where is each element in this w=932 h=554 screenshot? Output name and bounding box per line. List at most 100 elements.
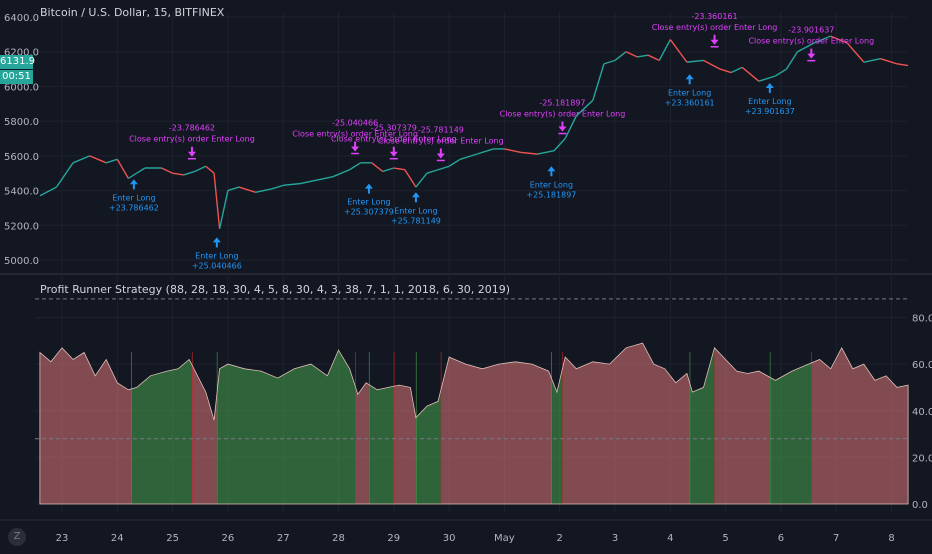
price-segment — [669, 39, 688, 63]
exit-signal[interactable]: -23.360161 Close entry(s) order Enter Lon… — [652, 12, 778, 48]
price-axis-label: 5000.0 — [4, 256, 39, 267]
entry-signal[interactable]: Enter Long+23.786462 — [109, 179, 159, 212]
entry-signal-quantity: +23.786462 — [109, 203, 159, 212]
exit-signal-quantity: -23.360161 — [691, 12, 737, 21]
price-segment — [283, 182, 300, 187]
price-segment — [393, 167, 405, 171]
price-segment — [437, 165, 450, 171]
price-segment — [238, 186, 256, 193]
time-axis-label: 27 — [277, 533, 290, 544]
exit-signal-label: Close entry(s) order Enter Long — [129, 135, 255, 144]
indicator-region-profit — [415, 390, 441, 504]
exit-signal[interactable]: -23.786462 Close entry(s) order Enter Lon… — [129, 124, 255, 160]
price-segment — [830, 35, 848, 44]
price-segment — [785, 51, 799, 70]
exit-signal-label: Close entry(s) order Enter Long — [331, 135, 457, 144]
indicator-title[interactable]: Profit Runner Strategy (88, 28, 18, 30, … — [40, 283, 511, 296]
indicator-line — [39, 342, 909, 505]
price-segment — [758, 75, 776, 82]
time-axis-label: 29 — [387, 533, 400, 544]
price-segment — [625, 51, 638, 58]
time-axis-label: 26 — [222, 533, 235, 544]
price-segment — [404, 169, 417, 188]
exit-signal-quantity: -25.781149 — [418, 125, 464, 134]
indicator-region-profit — [216, 350, 356, 504]
indicator-region-profit — [551, 368, 563, 504]
price-segment — [846, 42, 865, 63]
entry-signal-label: Enter Long — [530, 180, 573, 189]
indicator-region-loss — [393, 385, 416, 504]
exit-signal-label: Close entry(s) order Enter Long — [378, 136, 504, 145]
entry-signal[interactable]: Enter Long+23.360161 — [665, 74, 715, 107]
price-segment — [603, 59, 616, 65]
entry-signal-quantity: +25.307379 — [344, 208, 394, 217]
price-series — [39, 35, 909, 229]
exit-signal[interactable]: -23.901637 Close entry(s) order Enter Lon… — [748, 26, 874, 62]
price-segment — [637, 54, 649, 58]
indicator-axis-label: 60.0 — [912, 360, 932, 371]
price-segment — [774, 68, 787, 77]
price-segment — [459, 153, 477, 160]
exit-signal-label: Close entry(s) order Enter Long — [500, 110, 626, 119]
exit-arrow-head-icon — [389, 151, 398, 157]
exit-signal-quantity: -25.181897 — [539, 99, 585, 108]
price-axis-label: 5200.0 — [4, 221, 39, 232]
price-segment — [218, 190, 229, 229]
price-segment — [72, 155, 90, 164]
price-segment — [741, 66, 760, 82]
price-segment — [813, 35, 831, 44]
entry-signal-label: Enter Long — [748, 97, 791, 106]
price-axis-label: 5600.0 — [4, 152, 39, 163]
price-axis-label: 6200.0 — [4, 48, 39, 59]
price-segment — [371, 162, 384, 173]
last-price-badge: 6131.9 — [0, 55, 35, 69]
entry-signal-quantity: +25.781149 — [391, 216, 441, 225]
entry-signal-quantity: +25.040466 — [192, 261, 242, 270]
exit-signal-label: Close entry(s) order Enter Long — [292, 130, 418, 139]
price-axis-label: 6400.0 — [4, 13, 39, 24]
time-axis-label: 24 — [111, 533, 124, 544]
price-segment — [349, 162, 361, 171]
exit-signal[interactable]: -25.181897 Close entry(s) order Enter Lon… — [500, 99, 626, 135]
price-segment — [426, 169, 439, 174]
entry-arrow-head-icon — [547, 166, 556, 172]
indicator-region-profit — [689, 347, 715, 504]
entry-arrow-head-icon — [212, 237, 221, 243]
entry-signal[interactable]: Enter Long+23.901637 — [745, 82, 795, 116]
entry-arrow-head-icon — [129, 179, 138, 185]
price-segment — [863, 57, 881, 63]
entry-signal-label: Enter Long — [394, 206, 437, 215]
exit-signal-quantity: -25.040466 — [332, 119, 378, 128]
entry-signal-label: Enter Long — [668, 88, 711, 97]
time-axis-label: 25 — [166, 533, 179, 544]
entry-signal[interactable]: Enter Long+25.781149 — [391, 192, 441, 225]
time-axis-label: 2 — [557, 533, 563, 544]
entry-signal-label: Enter Long — [195, 251, 238, 260]
price-segment — [686, 59, 704, 63]
zoom-button[interactable]: Z — [8, 528, 26, 546]
price-segment — [316, 176, 334, 181]
exit-signal[interactable]: -25.040466 Close entry(s) order Enter Lon… — [292, 119, 418, 155]
price-segment — [271, 184, 284, 190]
entry-signal[interactable]: Enter Long+25.040466 — [192, 237, 242, 270]
time-axis-label: 3 — [612, 533, 618, 544]
price-segment — [213, 173, 221, 229]
entry-signal-quantity: +23.360161 — [665, 98, 715, 107]
exit-arrow-head-icon — [351, 146, 360, 152]
price-segment — [448, 158, 461, 167]
entry-signal[interactable]: Enter Long+25.181897 — [526, 166, 576, 199]
exit-signal[interactable]: -25.307379 Close entry(s) order Enter Lon… — [331, 124, 457, 160]
time-axis-label: 28 — [332, 533, 345, 544]
price-segment — [658, 39, 671, 61]
price-segment — [39, 186, 57, 197]
time-axis-label: 4 — [667, 533, 673, 544]
exit-signal[interactable]: -25.781149 Close entry(s) order Enter Lon… — [378, 125, 504, 162]
indicator-axis-label: 40.0 — [912, 407, 932, 418]
price-segment — [719, 68, 732, 74]
entry-signal[interactable]: Enter Long+25.307379 — [344, 183, 394, 217]
indicator-axis-label: 20.0 — [912, 453, 932, 464]
exit-arrow-head-icon — [436, 153, 445, 159]
indicator-region-loss — [191, 364, 217, 504]
